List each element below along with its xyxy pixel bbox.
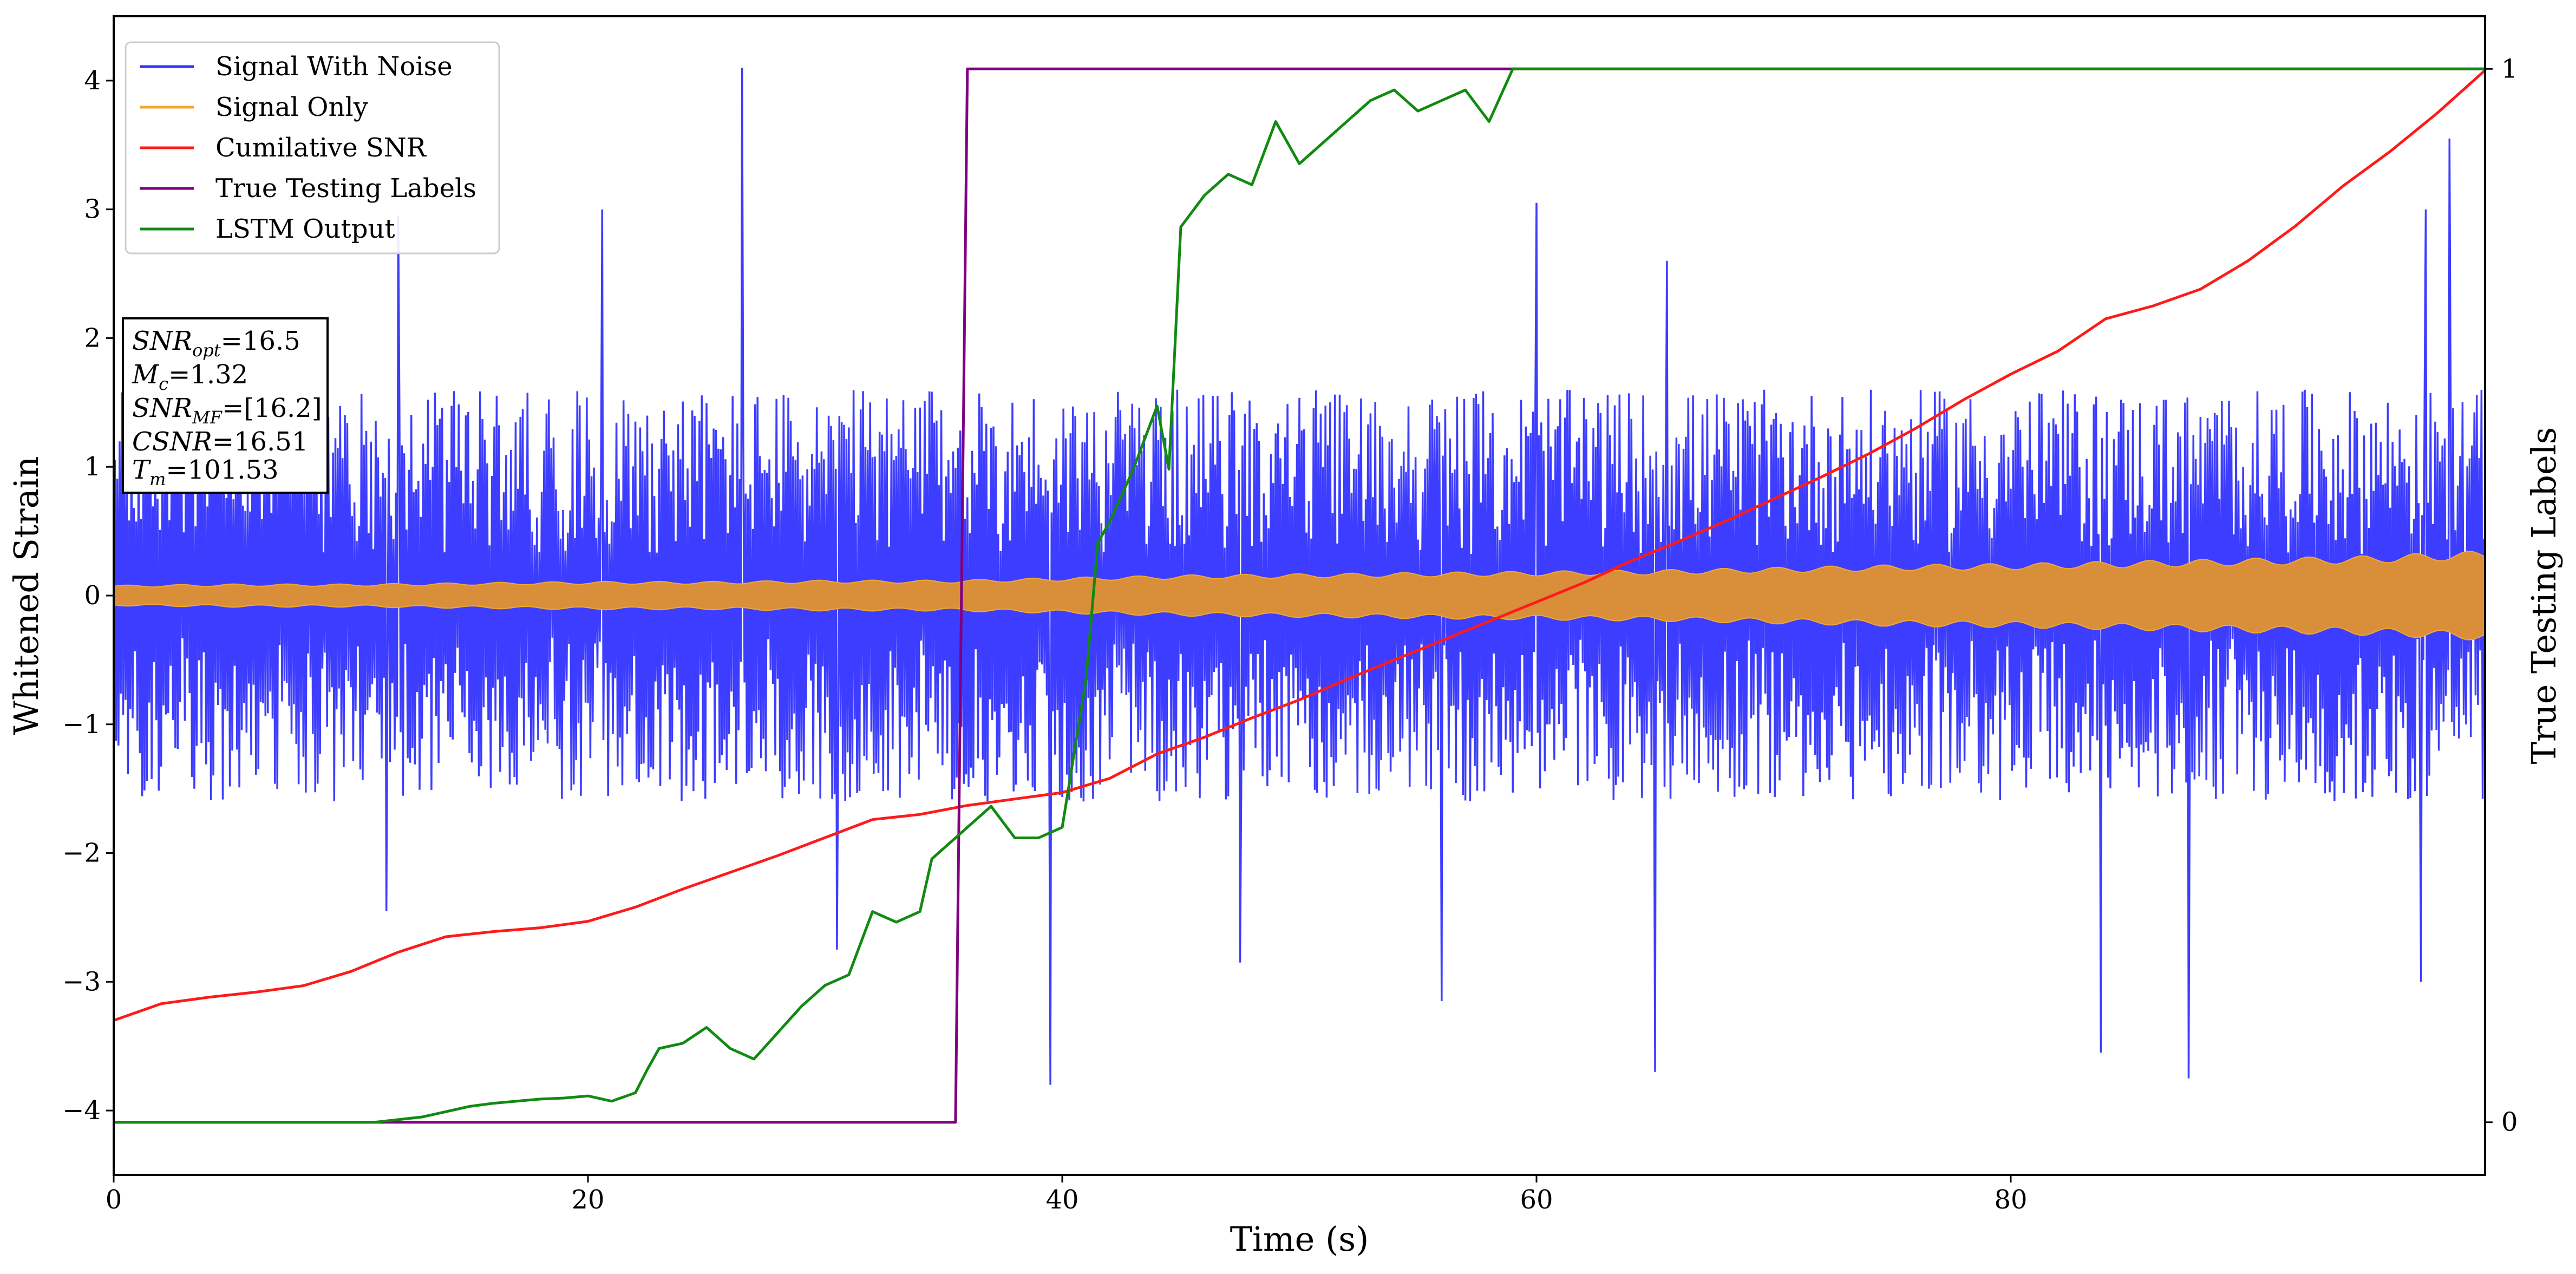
x-tick-label: 40	[1045, 1185, 1078, 1215]
annotation-box: SNRopt=16.5 Mc=1.32 SNRMF=[16.2] CSNR=16…	[122, 317, 329, 494]
series-lstm-output	[114, 67, 2485, 1124]
legend-label-labels: True Testing Labels	[215, 173, 476, 204]
legend: Signal With Noise Signal Only Cumilative…	[125, 41, 500, 254]
y-tick-label: −4	[62, 1095, 101, 1126]
y2-axis-title: True Testing Labels	[2524, 427, 2564, 765]
x-axis-title: Time (s)	[1230, 1219, 1369, 1259]
legend-entry-labels: True Testing Labels	[140, 173, 476, 204]
y-axis: −4 −3 −2 −1 0 1 2 3 4	[62, 66, 114, 1126]
y-axis-title: Whitened Strain	[6, 456, 46, 735]
annotation-tm: Tm=101.53	[132, 455, 279, 489]
annotation-snr-opt: SNRopt=16.5	[132, 326, 300, 361]
legend-entry-signal: Signal Only	[140, 92, 368, 122]
annotation-csnr: CSNR=16.51	[132, 427, 308, 457]
annotation-snr-mf: SNRMF=[16.2]	[132, 393, 322, 428]
legend-entry-noise: Signal With Noise	[140, 51, 453, 82]
legend-entry-snr: Cumilative SNR	[140, 133, 427, 163]
y-tick-label: 0	[84, 580, 101, 611]
y-tick-label: 2	[84, 323, 101, 353]
series-signal-only	[114, 551, 2485, 641]
y-tick-label: 3	[84, 194, 101, 225]
y-tick-label: −3	[62, 966, 101, 997]
series-signal-with-noise	[114, 68, 2485, 1085]
y-tick-label: 4	[84, 66, 101, 96]
series-cumilative-snr	[114, 69, 2485, 1022]
x-tick-label: 0	[106, 1185, 122, 1215]
y2-axis: 01	[2485, 54, 2518, 1138]
legend-label-signal: Signal Only	[215, 92, 368, 122]
y-tick-label: −1	[62, 709, 101, 740]
x-tick-label: 60	[1520, 1185, 1553, 1215]
series-layer	[114, 67, 2485, 1124]
y-tick-label: −2	[62, 838, 101, 868]
x-tick-label: 20	[571, 1185, 604, 1215]
y2-tick-label: 1	[2501, 54, 2518, 84]
legend-entry-lstm: LSTM Output	[140, 214, 395, 244]
x-axis: 0 20 40 60 80	[106, 1175, 2028, 1215]
annotation-frame	[122, 317, 329, 494]
annotation-mc: Mc=1.32	[132, 360, 248, 394]
legend-label-noise: Signal With Noise	[215, 51, 453, 82]
x-tick-label: 80	[1994, 1185, 2027, 1215]
y-tick-label: 1	[84, 452, 101, 482]
y2-tick-label: 0	[2501, 1107, 2518, 1138]
legend-box	[125, 41, 500, 254]
legend-label-snr: Cumilative SNR	[215, 133, 427, 163]
legend-label-lstm: LSTM Output	[215, 214, 395, 244]
